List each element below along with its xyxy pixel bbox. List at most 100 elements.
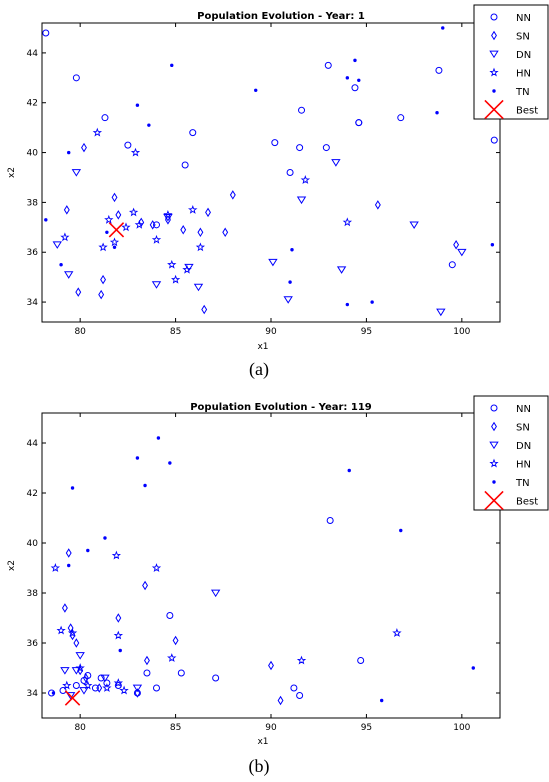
data-point-sn — [172, 635, 179, 646]
data-point-sn — [268, 660, 274, 671]
data-point-tn — [288, 280, 292, 284]
data-point-nn — [271, 139, 279, 147]
data-point-sn — [142, 580, 148, 591]
panel-b: Population Evolution - Year: 119 80 85 90 95… — [7, 395, 549, 777]
data-point-sn — [180, 225, 187, 235]
y-tick-label: 40 — [27, 149, 39, 159]
data-point-nn — [103, 679, 111, 687]
data-point-dn — [151, 281, 162, 289]
data-point-hn — [171, 274, 181, 284]
data-point-sn — [81, 142, 87, 153]
series-best — [108, 222, 125, 238]
legend-label-hn: HN — [516, 460, 531, 471]
data-point-nn — [397, 114, 405, 122]
data-point-dn — [210, 589, 221, 598]
data-point-tn — [118, 648, 122, 653]
data-point-nn — [153, 221, 160, 229]
data-point-nn — [72, 74, 80, 82]
data-point-nn — [296, 144, 304, 152]
data-point-hn — [134, 219, 144, 229]
data-point-hn — [151, 563, 162, 572]
data-point-tn — [254, 88, 258, 92]
y-tick-label: 38 — [27, 198, 39, 208]
data-point-sn — [277, 695, 284, 706]
x-tick-label: 80 — [74, 327, 86, 337]
data-point-hn — [130, 147, 141, 157]
x-tick-label: 95 — [361, 327, 372, 337]
data-point-tn — [156, 436, 161, 440]
data-point-sn — [453, 240, 460, 250]
legend-marker-tn — [492, 480, 496, 484]
data-point-hn — [151, 234, 162, 244]
data-point-dn — [52, 241, 62, 249]
data-point-hn — [163, 210, 173, 219]
data-point-nn — [181, 161, 189, 169]
data-point-nn — [42, 29, 50, 37]
legend-marker-sn — [491, 30, 497, 41]
data-point-sn — [63, 205, 70, 215]
data-point-hn — [67, 628, 78, 637]
data-point-hn — [62, 680, 72, 690]
series-hn — [60, 127, 353, 284]
x-tick-label: 85 — [170, 723, 181, 733]
data-point-hn — [342, 217, 353, 227]
data-point-tn — [347, 468, 351, 473]
legend-marker-dn — [489, 50, 499, 59]
data-point-hn — [83, 680, 93, 690]
x-tick-label: 100 — [453, 723, 470, 733]
data-point-nn — [153, 684, 160, 692]
data-point-sn — [374, 200, 381, 210]
data-point-hn — [75, 663, 85, 672]
x-tick-label: 85 — [170, 327, 181, 337]
y-tick-label: 44 — [27, 49, 39, 59]
data-point-sn — [65, 548, 72, 558]
data-point-tn — [357, 78, 361, 83]
panel-a: Population Evolution - Year: 1 80 85 90 95 10… — [7, 4, 549, 380]
data-point-dn — [71, 169, 82, 177]
legend-label-hn: HN — [516, 69, 531, 80]
legend-marker-sn — [491, 421, 497, 432]
data-point-nn — [448, 261, 456, 269]
data-point-tn — [170, 63, 174, 68]
legend-label-sn: SN — [516, 32, 530, 43]
data-point-sn — [61, 603, 68, 613]
data-point-hn — [167, 653, 177, 662]
panel-caption: (b) — [249, 756, 270, 777]
data-point-dn — [79, 687, 89, 695]
legend-marker-best — [484, 99, 504, 120]
data-point-nn — [124, 141, 132, 149]
data-point-hn — [111, 550, 121, 560]
data-point-nn — [143, 669, 151, 677]
x-tick-label: 95 — [361, 723, 372, 733]
data-point-nn — [351, 84, 359, 92]
data-point-nn — [212, 674, 220, 682]
legend-label-tn: TN — [515, 478, 530, 489]
data-point-hn — [300, 175, 311, 184]
legend-label-tn: TN — [515, 87, 530, 98]
data-point-hn — [50, 563, 61, 572]
y-tick-label: 36 — [27, 639, 39, 649]
data-point-dn — [132, 684, 143, 693]
y-tick-label: 44 — [27, 439, 39, 449]
legend-marker-nn — [490, 13, 498, 21]
series-best — [64, 690, 81, 706]
data-point-hn — [195, 242, 206, 252]
data-point-nn — [101, 114, 109, 122]
data-point-hn — [98, 242, 108, 252]
data-point-best — [108, 222, 125, 238]
x-axis-label: x1 — [257, 737, 268, 747]
legend-box — [473, 4, 549, 120]
y-tick-label: 36 — [27, 248, 39, 258]
data-point-hn — [119, 685, 129, 695]
data-point-sn — [96, 683, 103, 693]
y-tick-label: 34 — [27, 298, 39, 308]
data-point-hn — [113, 678, 124, 687]
data-point-tn — [86, 548, 90, 553]
data-point-tn — [51, 691, 56, 695]
data-point-nn — [322, 144, 330, 152]
panel-caption: (a) — [249, 359, 269, 380]
data-point-hn — [109, 237, 120, 247]
legend-box — [473, 395, 549, 511]
y-axis-label: x2 — [7, 560, 17, 571]
